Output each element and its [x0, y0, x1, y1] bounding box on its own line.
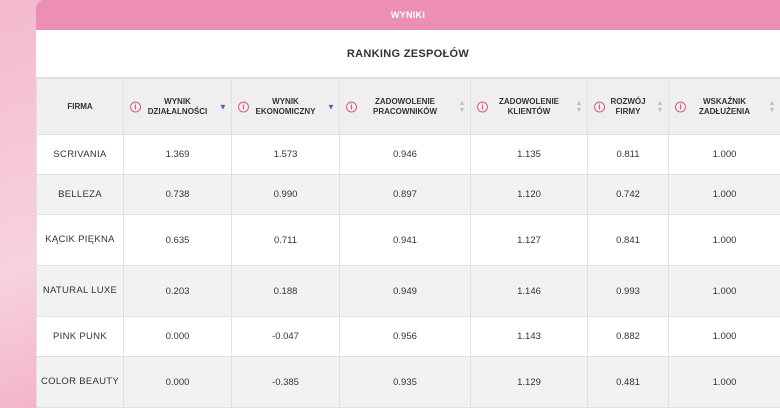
- value-cell: 1.143: [470, 316, 588, 357]
- column-header-wynik-dzialalnosci[interactable]: i WYNIK DZIAŁALNOŚCI ▼: [123, 78, 232, 135]
- firma-cell: BELLEZA: [36, 174, 124, 215]
- value-cell: 1.129: [470, 356, 588, 408]
- ranking-table: FIRMA i WYNIK DZIAŁALNOŚCI ▼ i WYNIK EKO…: [36, 78, 780, 408]
- value-cell: 1.135: [470, 134, 588, 175]
- sort-arrows-icon[interactable]: ▲ ▼: [768, 99, 776, 114]
- info-icon[interactable]: i: [238, 101, 249, 112]
- results-title: WYNIKI: [390, 10, 426, 20]
- value-cell: 1.000: [668, 174, 780, 215]
- value-cell: 1.000: [668, 356, 780, 408]
- value-cell: 0.738: [123, 174, 232, 215]
- column-header-label: ROZWÓJ FIRMY: [610, 96, 646, 116]
- ranking-title-row: RANKING ZESPOŁÓW: [36, 30, 780, 78]
- value-cell: 0.481: [587, 356, 669, 408]
- column-header-firma[interactable]: FIRMA: [36, 78, 124, 135]
- value-cell: 0.946: [339, 134, 471, 175]
- info-icon[interactable]: i: [477, 101, 488, 112]
- value-cell: 1.000: [668, 316, 780, 357]
- value-cell: 0.742: [587, 174, 669, 215]
- value-cell: 0.956: [339, 316, 471, 357]
- firma-cell: SCRIVANIA: [36, 134, 124, 175]
- column-header-wskaznik-zadluzenia[interactable]: i WSKAŹNIK ZADŁUŻENIA ▲ ▼: [668, 78, 780, 135]
- value-cell: 1.000: [668, 134, 780, 175]
- table-row: KĄCIK PIĘKNA 0.635 0.711 0.941 1.127 0.8…: [36, 214, 780, 266]
- value-cell: 1.000: [668, 265, 780, 317]
- firma-cell: PINK PUNK: [36, 316, 124, 357]
- value-cell: 0.993: [587, 265, 669, 317]
- firma-cell: KĄCIK PIĘKNA: [36, 214, 124, 266]
- sort-arrows-icon[interactable]: ▲ ▼: [458, 99, 466, 114]
- column-header-label: WYNIK EKONOMICZNY: [255, 96, 316, 116]
- column-header-rozwoj-firmy[interactable]: i ROZWÓJ FIRMY ▲ ▼: [587, 78, 669, 135]
- table-row: PINK PUNK 0.000 -0.047 0.956 1.143 0.882…: [36, 316, 780, 357]
- firma-cell: NATURAL LUXE: [36, 265, 124, 317]
- column-header-wynik-ekonomiczny[interactable]: i WYNIK EKONOMICZNY ▼: [231, 78, 340, 135]
- value-cell: 0.188: [231, 265, 340, 317]
- results-panel: WYNIKI RANKING ZESPOŁÓW FIRMA i WYNIK DZ…: [36, 0, 780, 408]
- value-cell: 1.369: [123, 134, 232, 175]
- value-cell: 0.000: [123, 316, 232, 357]
- column-header-label: WYNIK DZIAŁALNOŚCI: [147, 96, 208, 116]
- value-cell: 0.841: [587, 214, 669, 266]
- value-cell: 1.146: [470, 265, 588, 317]
- value-cell: -0.385: [231, 356, 340, 408]
- value-cell: 0.711: [231, 214, 340, 266]
- value-cell: 0.941: [339, 214, 471, 266]
- table-row: SCRIVANIA 1.369 1.573 0.946 1.135 0.811 …: [36, 134, 780, 175]
- column-header-zadowolenie-pracownikow[interactable]: i ZADOWOLENIE PRACOWNIKÓW ▲ ▼: [339, 78, 471, 135]
- value-cell: -0.047: [231, 316, 340, 357]
- sort-desc-icon[interactable]: ▼: [219, 102, 227, 111]
- value-cell: 0.000: [123, 356, 232, 408]
- value-cell: 0.882: [587, 316, 669, 357]
- column-header-label: ZADOWOLENIE PRACOWNIKÓW: [373, 96, 437, 116]
- info-icon[interactable]: i: [675, 101, 686, 112]
- sort-arrows-icon[interactable]: ▲ ▼: [575, 99, 583, 114]
- value-cell: 1.120: [470, 174, 588, 215]
- column-header-label: FIRMA: [67, 101, 93, 111]
- column-header-zadowolenie-klientow[interactable]: i ZADOWOLENIE KLIENTÓW ▲ ▼: [470, 78, 588, 135]
- results-header: WYNIKI: [36, 0, 780, 30]
- value-cell: 0.203: [123, 265, 232, 317]
- table-row: NATURAL LUXE 0.203 0.188 0.949 1.146 0.9…: [36, 265, 780, 317]
- value-cell: 0.935: [339, 356, 471, 408]
- value-cell: 1.573: [231, 134, 340, 175]
- value-cell: 0.949: [339, 265, 471, 317]
- firma-cell: COLOR BEAUTY: [36, 356, 124, 408]
- column-header-label: WSKAŹNIK ZADŁUŻENIA: [698, 96, 751, 116]
- info-icon[interactable]: i: [346, 101, 357, 112]
- table-row: COLOR BEAUTY 0.000 -0.385 0.935 1.129 0.…: [36, 356, 780, 408]
- info-icon[interactable]: i: [130, 101, 141, 112]
- ranking-title: RANKING ZESPOŁÓW: [346, 47, 470, 60]
- table-row: BELLEZA 0.738 0.990 0.897 1.120 0.742 1.…: [36, 174, 780, 215]
- value-cell: 0.990: [231, 174, 340, 215]
- column-header-label: ZADOWOLENIE KLIENTÓW: [499, 96, 559, 116]
- value-cell: 0.897: [339, 174, 471, 215]
- table-header-row: FIRMA i WYNIK DZIAŁALNOŚCI ▼ i WYNIK EKO…: [36, 78, 780, 135]
- sort-arrows-icon[interactable]: ▲ ▼: [656, 99, 664, 114]
- value-cell: 1.000: [668, 214, 780, 266]
- sort-desc-icon[interactable]: ▼: [327, 102, 335, 111]
- value-cell: 0.635: [123, 214, 232, 266]
- info-icon[interactable]: i: [594, 101, 605, 112]
- value-cell: 1.127: [470, 214, 588, 266]
- value-cell: 0.811: [587, 134, 669, 175]
